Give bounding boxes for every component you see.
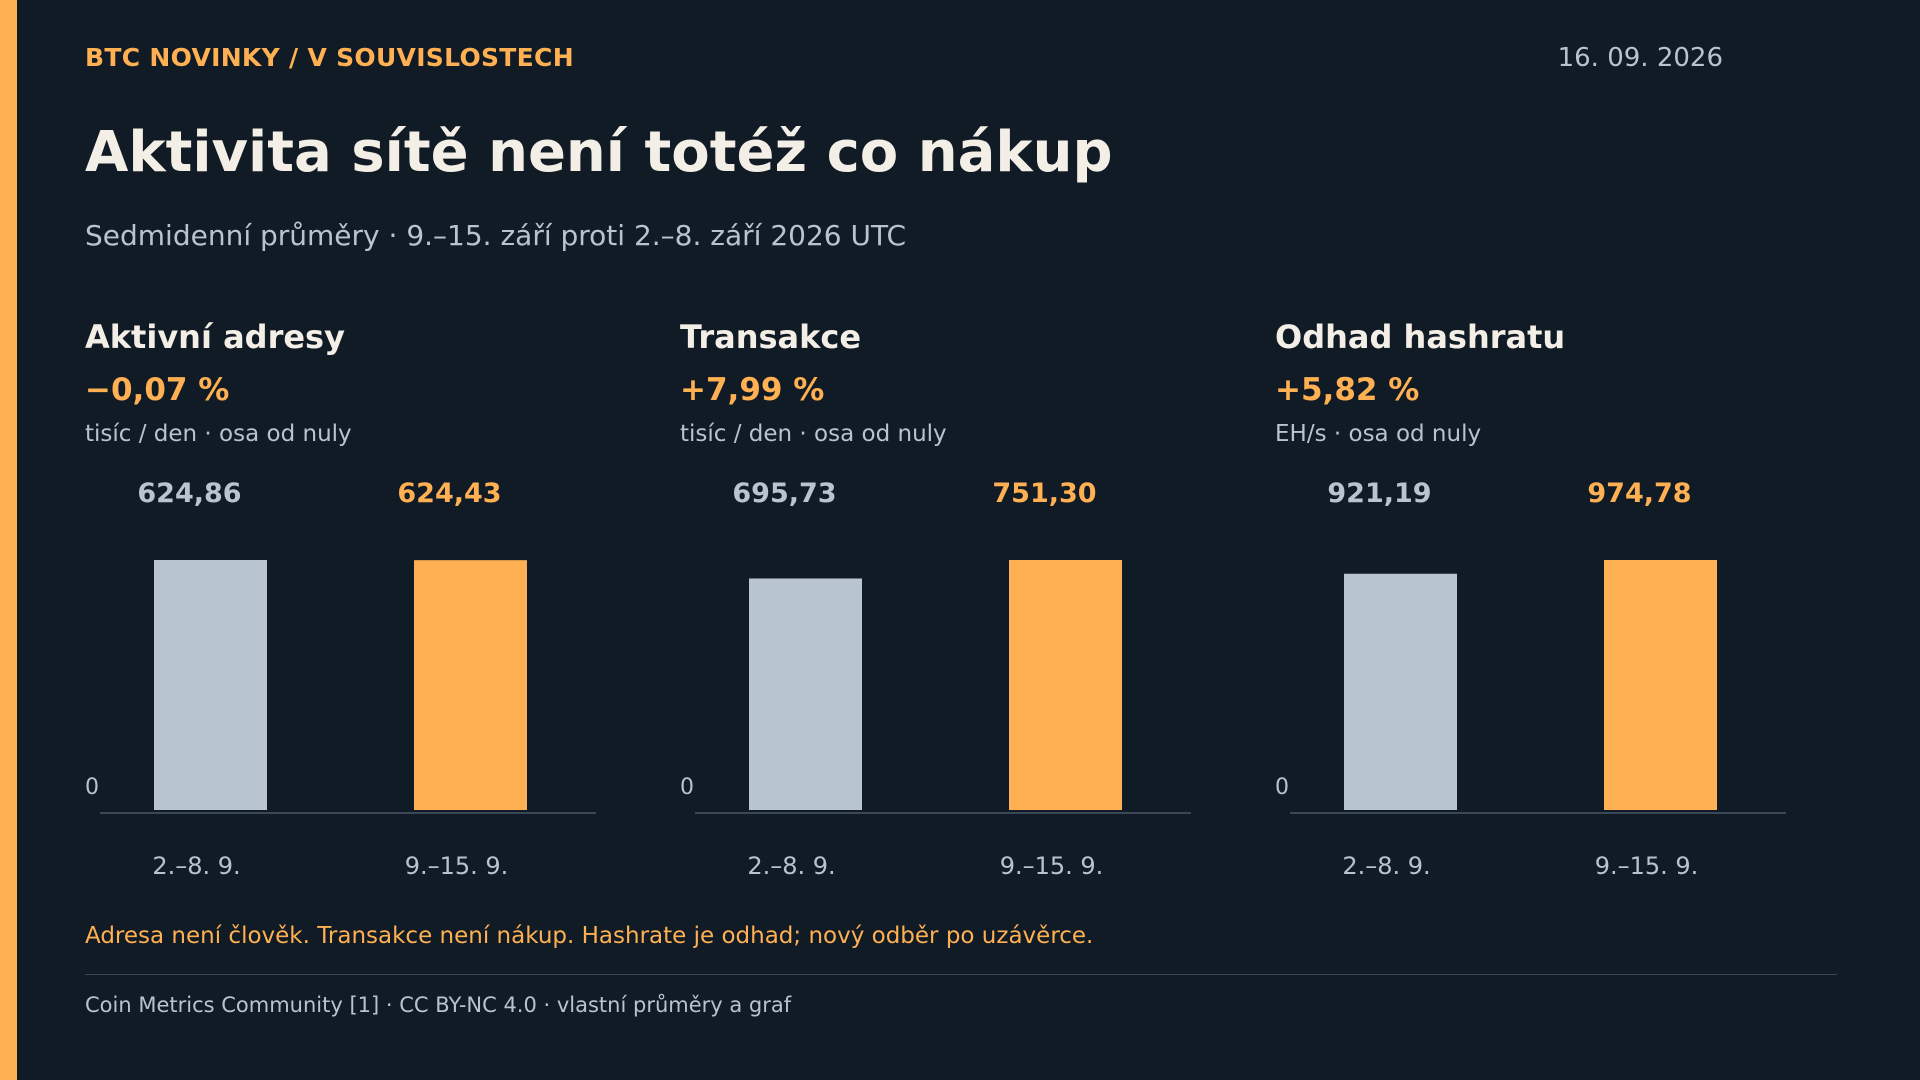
- metric-title: Aktivní adresy: [85, 318, 345, 356]
- footnote: Adresa není člověk. Transakce není nákup…: [85, 923, 1094, 949]
- bar-value-label: 921,19: [1327, 478, 1431, 509]
- metric-change: −0,07 %: [85, 372, 230, 408]
- bar: [1604, 560, 1717, 810]
- category-label: 9.–15. 9.: [1000, 852, 1104, 880]
- divider: [85, 974, 1837, 975]
- metric-change: +7,99 %: [680, 372, 825, 408]
- category-label: 2.–8. 9.: [747, 852, 835, 880]
- bar: [1009, 560, 1122, 810]
- source-credit: Coin Metrics Community [1] · CC BY-NC 4.…: [85, 993, 792, 1017]
- category-label: 9.–15. 9.: [405, 852, 509, 880]
- bar-chart-active-addresses: 0 624,86 2.–8. 9. 624,43 9.–15. 9.: [85, 478, 596, 880]
- category-label: 9.–15. 9.: [1595, 852, 1699, 880]
- y-zero-label: 0: [1275, 775, 1289, 800]
- panel-hashrate: Odhad hashratu +5,82 % EH/s · osa od nul…: [1275, 318, 1835, 888]
- bar-value-label: 974,78: [1587, 478, 1691, 509]
- panel-active-addresses: Aktivní adresy −0,07 % tisíc / den · osa…: [85, 318, 645, 888]
- bar-value-label: 624,43: [397, 478, 501, 509]
- section-kicker: BTC NOVINKY / V SOUVISLOSTECH: [85, 43, 574, 72]
- bar-chart-hashrate: 0 921,19 2.–8. 9. 974,78 9.–15. 9.: [1275, 478, 1786, 880]
- page-subtitle: Sedmidenní průměry · 9.–15. září proti 2…: [85, 219, 907, 252]
- y-zero-label: 0: [85, 775, 99, 800]
- bar: [154, 560, 267, 810]
- metric-unit: tisíc / den · osa od nuly: [680, 421, 947, 447]
- y-zero-label: 0: [680, 775, 694, 800]
- category-label: 2.–8. 9.: [1342, 852, 1430, 880]
- page-title: Aktivita sítě není totéž co nákup: [85, 120, 1113, 185]
- bar: [414, 560, 527, 810]
- metric-title: Odhad hashratu: [1275, 318, 1566, 356]
- metric-change: +5,82 %: [1275, 372, 1420, 408]
- accent-bar: [0, 0, 17, 1080]
- bar: [749, 578, 862, 810]
- category-label: 2.–8. 9.: [152, 852, 240, 880]
- bar-value-label: 751,30: [992, 478, 1096, 509]
- bar: [1344, 573, 1457, 810]
- bar-chart-transactions: 0 695,73 2.–8. 9. 751,30 9.–15. 9.: [680, 478, 1191, 880]
- metric-unit: tisíc / den · osa od nuly: [85, 421, 352, 447]
- metric-title: Transakce: [680, 318, 862, 356]
- metric-unit: EH/s · osa od nuly: [1275, 421, 1482, 447]
- publish-date: 16. 09. 2026: [1557, 43, 1723, 73]
- panel-transactions: Transakce +7,99 % tisíc / den · osa od n…: [680, 318, 1240, 888]
- bar-value-label: 624,86: [137, 478, 241, 509]
- bar-value-label: 695,73: [732, 478, 836, 509]
